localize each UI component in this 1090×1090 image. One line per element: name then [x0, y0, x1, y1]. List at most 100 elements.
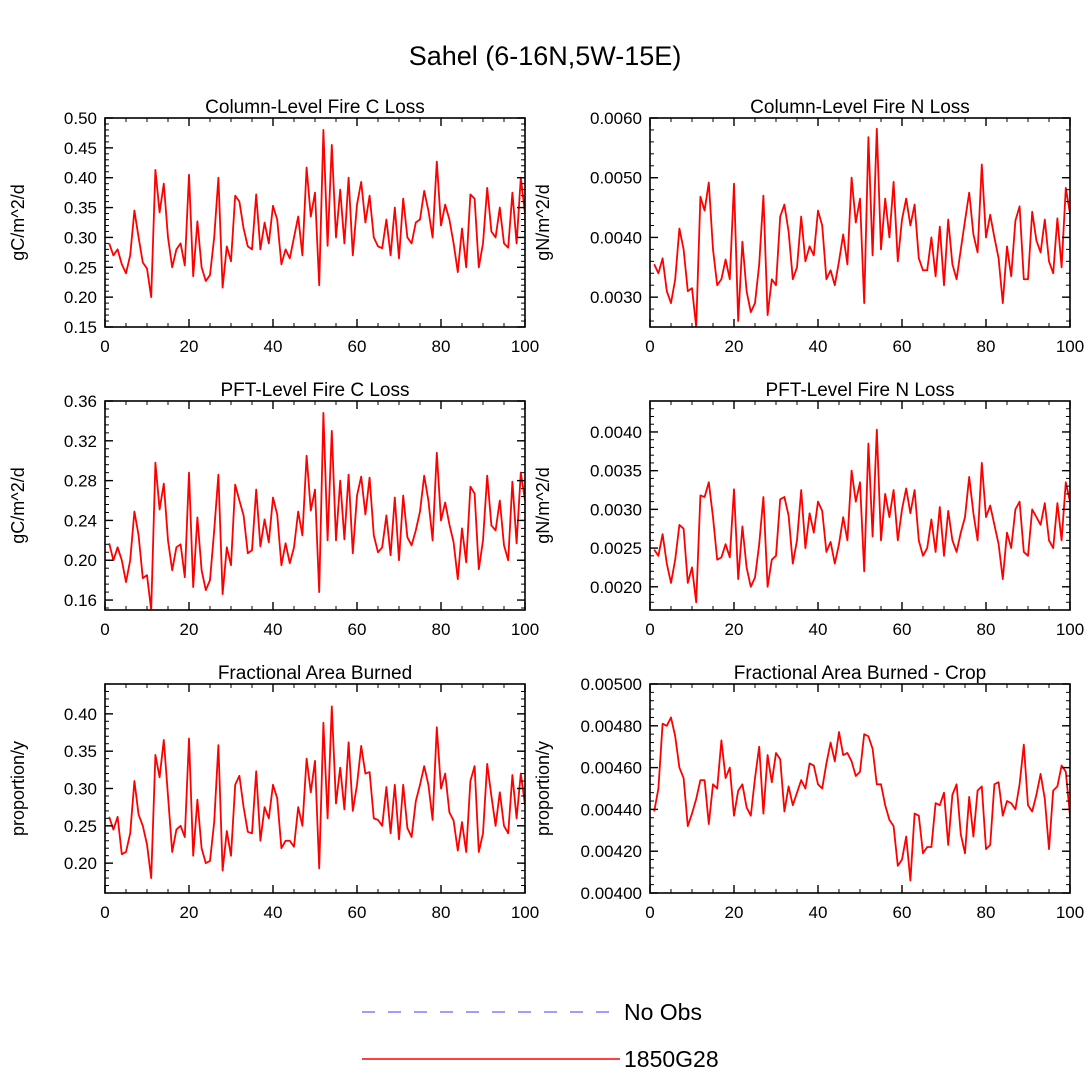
chart-title: Column-Level Fire C Loss — [205, 97, 425, 118]
y-tick-label: 0.32 — [64, 432, 97, 451]
x-tick-label: 0 — [645, 337, 654, 356]
y-tick-label: 0.20 — [64, 288, 97, 307]
x-tick-label: 40 — [809, 620, 828, 639]
x-tick-label: 80 — [432, 903, 451, 922]
y-tick-label: 0.0035 — [590, 462, 642, 481]
figure-title: Sahel (6-16N,5W-15E) — [409, 41, 682, 71]
y-tick-label: 0.35 — [64, 742, 97, 761]
y-tick-label: 0.40 — [64, 705, 97, 724]
x-tick-label: 20 — [725, 620, 744, 639]
y-tick-label: 0.00400 — [581, 884, 642, 903]
x-tick-label: 80 — [432, 620, 451, 639]
y-tick-label: 0.25 — [64, 258, 97, 277]
y-tick-label: 0.0030 — [590, 288, 642, 307]
y-tick-label: 0.28 — [64, 472, 97, 491]
x-tick-label: 100 — [511, 620, 539, 639]
x-tick-label: 60 — [348, 620, 367, 639]
y-tick-label: 0.00440 — [581, 800, 642, 819]
x-tick-label: 0 — [645, 620, 654, 639]
x-tick-label: 20 — [180, 620, 199, 639]
x-tick-label: 20 — [180, 337, 199, 356]
x-tick-label: 20 — [725, 903, 744, 922]
chart-title: Fractional Area Burned - Crop — [734, 663, 986, 684]
x-tick-label: 0 — [100, 620, 109, 639]
series-line-1850g28 — [108, 129, 525, 299]
plot-frame — [649, 117, 1071, 328]
y-axis-label: proportion/y — [533, 741, 553, 836]
chart-title: Column-Level Fire N Loss — [750, 97, 970, 118]
y-tick-label: 0.0040 — [590, 423, 642, 442]
chart-panel-0: 0 20 40 60 80 100 0.15 0.20 0.25 0.30 0.35 0.40 0.45… — [8, 97, 539, 356]
y-axis-label: gN/m^2/d — [533, 184, 553, 260]
series-line-1850g28 — [653, 716, 1070, 882]
x-tick-label: 80 — [977, 337, 996, 356]
chart-title: PFT-Level Fire C Loss — [221, 380, 410, 401]
series-line-1850g28 — [108, 705, 525, 879]
chart-title: Fractional Area Burned — [218, 663, 412, 684]
legend: No Obs 1850G28 — [362, 999, 719, 1072]
x-tick-label: 40 — [264, 903, 283, 922]
chart-panel-5: 0 20 40 60 80 100 0.00400 0.00420 0.00440 0.00460… — [533, 663, 1084, 922]
y-tick-label: 0.40 — [64, 169, 97, 188]
x-tick-label: 60 — [348, 903, 367, 922]
x-tick-label: 60 — [893, 337, 912, 356]
x-tick-label: 40 — [264, 620, 283, 639]
y-tick-label: 0.45 — [64, 139, 97, 158]
y-tick-label: 0.35 — [64, 199, 97, 218]
panels: 0 20 40 60 80 100 0.15 0.20 0.25 0.30 0.35 0.40 0.45… — [8, 97, 1084, 922]
x-tick-label: 0 — [100, 337, 109, 356]
plot-frame — [104, 117, 526, 328]
y-tick-label: 0.30 — [64, 780, 97, 799]
y-tick-label: 0.0050 — [590, 169, 642, 188]
y-tick-label: 0.00460 — [581, 759, 642, 778]
x-tick-label: 100 — [1056, 620, 1084, 639]
y-tick-label: 0.30 — [64, 228, 97, 247]
y-axis-label: proportion/y — [8, 741, 28, 836]
y-tick-label: 0.16 — [64, 591, 97, 610]
y-tick-label: 0.00420 — [581, 842, 642, 861]
y-tick-label: 0.0060 — [590, 109, 642, 128]
y-tick-label: 0.0040 — [590, 228, 642, 247]
x-tick-label: 60 — [348, 337, 367, 356]
y-tick-label: 0.36 — [64, 392, 97, 411]
x-tick-label: 60 — [893, 620, 912, 639]
x-tick-label: 0 — [645, 903, 654, 922]
chart-panel-4: 0 20 40 60 80 100 0.20 0.25 0.30 0.35 0.40 Fraction… — [8, 663, 539, 922]
series-line-1850g28 — [653, 428, 1070, 604]
y-axis-label: gC/m^2/d — [8, 184, 28, 260]
plot-frame — [649, 400, 1071, 611]
y-axis-label: gN/m^2/d — [533, 467, 553, 543]
x-tick-label: 80 — [432, 337, 451, 356]
x-tick-label: 100 — [1056, 337, 1084, 356]
chart-panel-2: 0 20 40 60 80 100 0.16 0.20 0.24 0.28 0.32 0.36 PFT-… — [8, 380, 539, 639]
x-tick-label: 80 — [977, 903, 996, 922]
x-tick-label: 40 — [264, 337, 283, 356]
x-tick-label: 40 — [809, 337, 828, 356]
x-tick-label: 20 — [180, 903, 199, 922]
x-tick-label: 100 — [511, 337, 539, 356]
y-tick-label: 0.25 — [64, 817, 97, 836]
y-tick-label: 0.24 — [64, 511, 97, 530]
legend-no-obs-label: No Obs — [624, 999, 702, 1025]
chart-panel-1: 0 20 40 60 80 100 0.0030 0.0040 0.0050 0.0060 Colu… — [533, 97, 1084, 356]
x-tick-label: 40 — [809, 903, 828, 922]
y-tick-label: 0.0030 — [590, 500, 642, 519]
y-tick-label: 0.00480 — [581, 717, 642, 736]
y-tick-label: 0.20 — [64, 551, 97, 570]
x-tick-label: 100 — [1056, 903, 1084, 922]
y-tick-label: 0.20 — [64, 854, 97, 873]
y-tick-label: 0.50 — [64, 109, 97, 128]
chart-panel-3: 0 20 40 60 80 100 0.0020 0.0025 0.0030 0.0035 0.00… — [533, 380, 1084, 639]
y-axis-label: gC/m^2/d — [8, 467, 28, 543]
x-tick-label: 60 — [893, 903, 912, 922]
y-tick-label: 0.15 — [64, 318, 97, 337]
x-tick-label: 0 — [100, 903, 109, 922]
y-tick-label: 0.0025 — [590, 539, 642, 558]
y-tick-label: 0.0020 — [590, 578, 642, 597]
series-line-1850g28 — [108, 412, 525, 610]
legend-1850g28-label: 1850G28 — [624, 1046, 719, 1072]
chart-title: PFT-Level Fire N Loss — [766, 380, 955, 401]
series-line-1850g28 — [653, 127, 1070, 327]
y-tick-label: 0.00500 — [581, 675, 642, 694]
